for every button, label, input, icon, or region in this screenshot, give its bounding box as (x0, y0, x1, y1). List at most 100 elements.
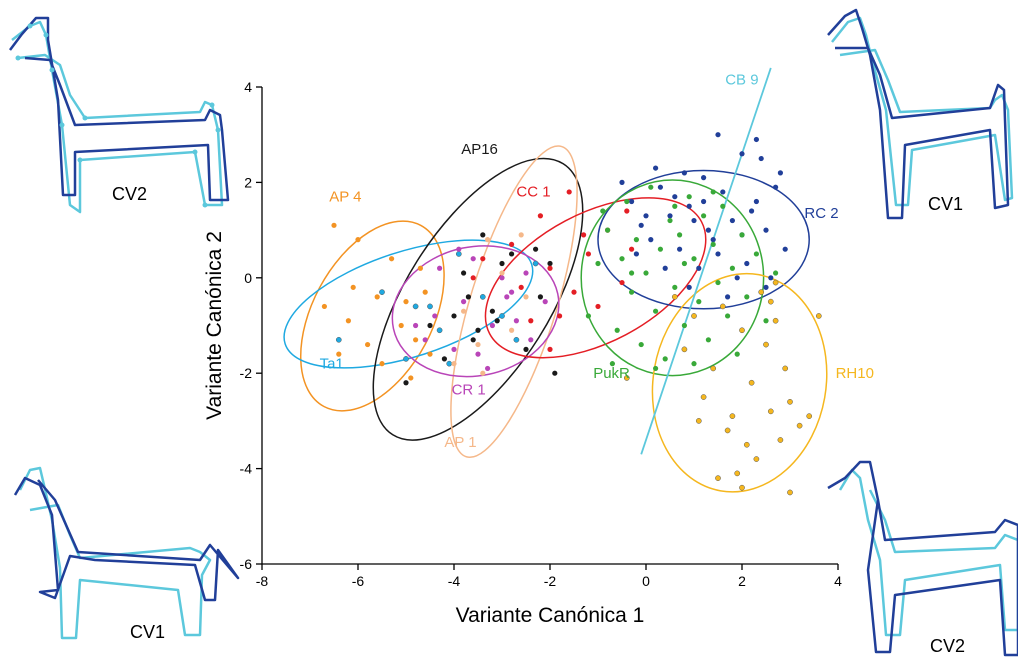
point-rh10 (806, 413, 813, 419)
point-cr-1 (470, 256, 476, 262)
point-ap16 (475, 327, 481, 333)
point-rh10 (734, 470, 741, 477)
point-rh10 (623, 375, 630, 381)
point-rc-2 (763, 284, 769, 290)
point-rc-2 (653, 165, 659, 171)
point-ta1 (479, 294, 486, 300)
point-pukr (672, 284, 678, 290)
point-cr-1 (422, 337, 428, 343)
ellipse-ta1 (283, 239, 534, 369)
point-pukr (614, 327, 620, 333)
point-rh10 (748, 379, 755, 386)
ellipse-cc-1 (484, 197, 707, 359)
point-pukr (600, 208, 606, 214)
point-pukr (725, 313, 731, 319)
point-pukr (619, 256, 625, 262)
group-label-cb-9: CB 9 (725, 72, 758, 89)
point-cr-1 (513, 318, 520, 324)
point-pukr (763, 318, 769, 324)
point-cc-1 (629, 246, 635, 252)
point-ta1 (455, 251, 462, 257)
point-ap-4 (398, 322, 404, 329)
cv-label-top-right: CV1 (928, 194, 963, 214)
point-pukr (605, 227, 611, 233)
point-rh10 (729, 413, 736, 419)
point-cr-1 (437, 265, 443, 271)
trend-line (640, 67, 772, 455)
point-rc-2 (686, 284, 692, 290)
point-rh10 (796, 422, 803, 429)
cv-label-bottom-left: CV1 (130, 622, 165, 642)
point-rc-2 (696, 265, 702, 271)
point-rc-2 (701, 198, 707, 205)
x-tick-label: -4 (448, 573, 461, 589)
point-cc-1 (619, 279, 625, 286)
cv-label-bottom-right: CV2 (930, 636, 965, 656)
point-cc-1 (480, 256, 486, 262)
point-cc-1 (528, 318, 534, 324)
point-ap-4 (365, 341, 371, 348)
point-ap16 (552, 370, 558, 376)
point-cc-1 (547, 265, 553, 271)
point-pukr (677, 232, 683, 238)
point-rc-2 (672, 194, 678, 200)
point-cc-1 (518, 284, 524, 290)
point-ap16 (427, 322, 433, 329)
point-ap-1 (480, 370, 486, 376)
point-rc-2 (739, 151, 745, 157)
point-cr-1 (485, 365, 491, 372)
point-ap-1 (518, 232, 524, 238)
point-rh10 (777, 437, 784, 443)
point-pukr (691, 361, 697, 367)
point-ap-1 (509, 327, 515, 333)
point-rc-2 (643, 213, 649, 219)
point-rc-2 (782, 246, 788, 252)
point-ap-1 (451, 361, 457, 367)
point-pukr (715, 279, 721, 286)
point-cr-1 (413, 322, 419, 329)
group-label-cr-1: CR 1 (452, 382, 486, 399)
point-pukr (705, 337, 712, 343)
point-rc-2 (763, 227, 769, 233)
point-rh10 (782, 365, 789, 372)
y-tick-label: -6 (240, 556, 253, 572)
point-rh10 (671, 294, 678, 300)
point-rc-2 (667, 213, 673, 219)
point-rc-2 (638, 222, 644, 228)
point-pukr (624, 198, 630, 205)
point-cr-1 (456, 246, 462, 252)
point-rc-2 (686, 203, 692, 209)
point-rh10 (739, 484, 745, 491)
point-rh10 (772, 279, 779, 286)
point-ap-4 (374, 294, 380, 300)
data-points (321, 132, 822, 496)
point-cr-1 (461, 299, 467, 305)
point-rc-2 (705, 227, 712, 233)
point-ap-4 (336, 351, 342, 357)
point-pukr (696, 299, 702, 305)
point-rh10 (739, 327, 745, 334)
y-tick-label: -2 (240, 365, 253, 381)
x-tick-label: 0 (642, 573, 650, 589)
point-rc-2 (777, 170, 784, 176)
point-ap-1 (475, 341, 481, 348)
point-ap-4 (403, 299, 409, 305)
point-cr-1 (542, 299, 548, 305)
point-rc-2 (773, 184, 779, 190)
point-rh10 (691, 313, 697, 319)
point-ap-4 (413, 337, 419, 343)
point-pukr (657, 246, 664, 252)
y-axis-title: Variante Canónica 2 (203, 231, 226, 420)
ellipse-rh10 (651, 272, 828, 493)
point-ap-1 (461, 308, 467, 314)
point-ap16 (533, 246, 539, 252)
point-rc-2 (633, 251, 640, 257)
point-ap-4 (345, 318, 351, 324)
point-ap16 (499, 260, 505, 267)
point-ta1 (513, 336, 520, 343)
point-pukr (710, 241, 716, 248)
point-cr-1 (509, 289, 515, 295)
